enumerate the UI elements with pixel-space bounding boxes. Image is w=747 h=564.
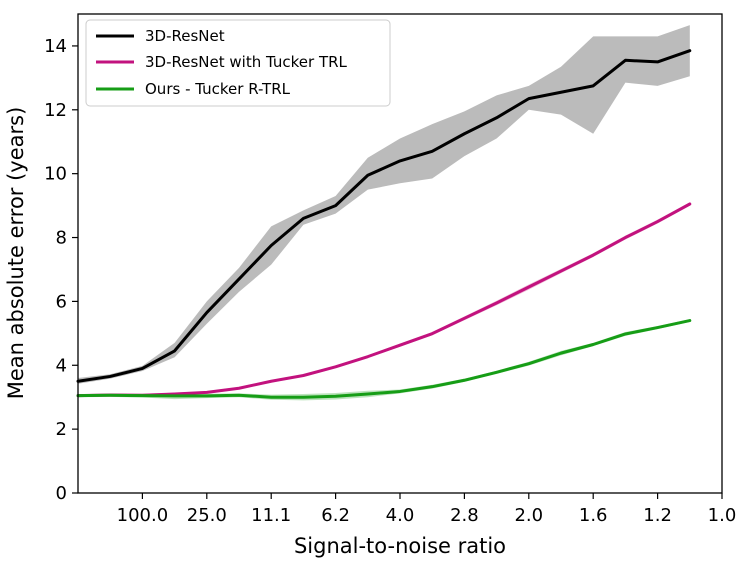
x-tick-label: 1.6 xyxy=(579,505,608,526)
x-tick-label: 100.0 xyxy=(117,505,169,526)
y-axis: 0 2 4 6 8 10 12 14 xyxy=(44,36,78,504)
y-tick-label: 14 xyxy=(44,36,67,57)
x-axis-label: Signal-to-noise ratio xyxy=(294,534,506,558)
y-tick-label: 2 xyxy=(56,419,67,440)
y-tick-label: 4 xyxy=(56,355,67,376)
legend-label-tucker-trl: 3D-ResNet with Tucker TRL xyxy=(145,53,348,71)
y-axis-label: Mean absolute error (years) xyxy=(4,107,28,400)
y-tick-label: 10 xyxy=(44,164,67,185)
series-line-ours-tucker-r-trl xyxy=(76,319,692,399)
series-lines xyxy=(76,49,692,399)
y-tick-label: 8 xyxy=(56,228,67,249)
x-tick-label: 25.0 xyxy=(187,505,227,526)
legend-label-tucker-r-trl: Ours - Tucker R-TRL xyxy=(145,80,291,98)
y-tick-label: 12 xyxy=(44,100,67,121)
x-tick-label: 4.0 xyxy=(386,505,415,526)
series-line-3d-resnet-with-tucker-trl xyxy=(76,202,692,398)
band-3d-resnet xyxy=(78,25,690,384)
legend-box xyxy=(85,19,391,107)
y-tick-label: 6 xyxy=(56,291,67,312)
x-tick-label: 1.2 xyxy=(643,505,672,526)
x-tick-label: 1.0 xyxy=(708,505,737,526)
confidence-bands xyxy=(78,25,690,401)
x-axis: 100.0 25.0 11.1 6.2 4.0 2.8 2.0 1.6 1.2 1.0 xyxy=(117,493,737,526)
y-tick-label: 0 xyxy=(56,483,67,504)
x-tick-label: 6.2 xyxy=(321,505,350,526)
x-tick-label: 2.0 xyxy=(514,505,543,526)
x-tick-label: 2.8 xyxy=(450,505,479,526)
x-tick-label: 11.1 xyxy=(251,505,291,526)
legend-label-3d-resnet: 3D-ResNet xyxy=(145,27,225,45)
series-line-3d-resnet xyxy=(76,49,692,383)
legend: 3D-ResNet 3D-ResNet with Tucker TRL Ours… xyxy=(85,19,391,107)
